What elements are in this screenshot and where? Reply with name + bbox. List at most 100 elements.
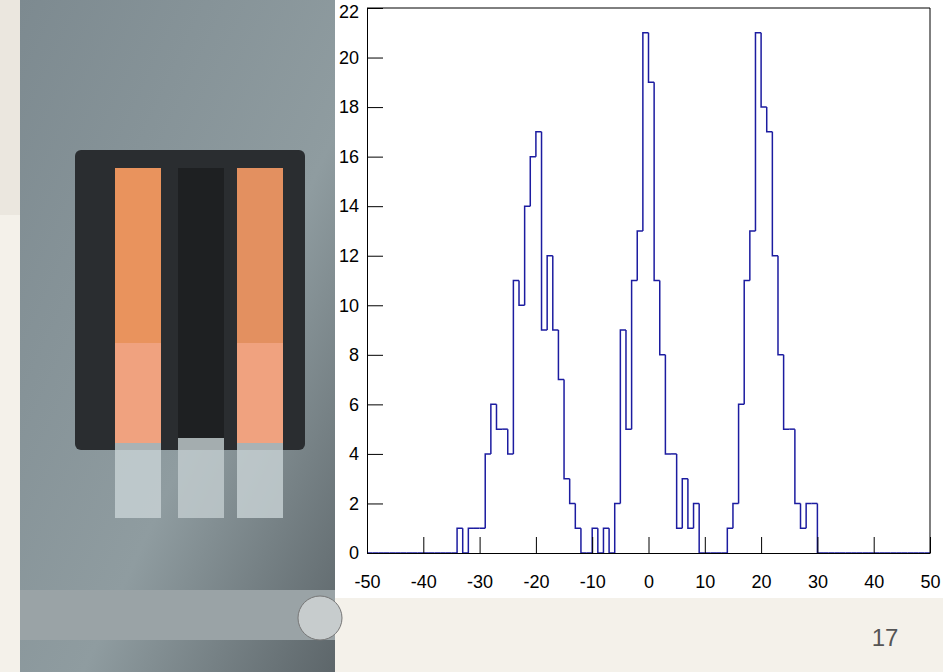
slide-background [0,0,943,672]
histogram-bin [508,429,514,454]
y-tick-mark [367,404,383,405]
histogram-bin [525,206,531,305]
y-tick-mark [367,256,383,257]
histogram-bin [710,552,716,553]
histogram-bin [558,330,564,380]
photo-rail [20,590,335,640]
photo-copper-bar [115,343,161,443]
histogram-bin [429,552,435,553]
histogram-bin [620,330,626,503]
y-tick: 6 [349,395,383,415]
histogram-bin [513,281,519,454]
bars [367,33,930,553]
histogram-bin [868,552,874,553]
histogram-bin [440,552,446,553]
histogram-bin [418,552,424,553]
y-tick-label: 22 [339,2,359,22]
slide: -50-40-30-20-100102030405002468101214161… [0,0,943,672]
histogram: -50-40-30-20-100102030405002468101214161… [339,2,941,592]
histogram-bin [660,281,666,355]
x-tick-mark [649,537,650,553]
histogram-bin [637,231,643,281]
histogram-bin [384,552,390,553]
histogram-bin [896,552,902,553]
histogram-bin [694,503,700,528]
y-tick-label: 2 [349,494,359,514]
histogram-bin [632,281,638,430]
y-tick-mark [367,206,383,207]
histogram-bin [682,479,688,529]
histogram-bin [716,552,722,553]
histogram-bin [862,552,868,553]
photo-light-guide [237,443,283,518]
histogram-bin [412,552,418,553]
histogram-bin [603,528,609,553]
photo-copper-bar [237,168,283,343]
x-tick: 10 [695,537,715,592]
x-tick-label: -30 [467,572,493,592]
histogram-bin [879,552,885,553]
photo-light-guide [115,443,161,518]
x-tick: -30 [467,537,493,592]
y-tick-label: 0 [349,543,359,563]
histogram-bin [401,552,407,553]
histogram-bin [542,132,548,330]
x-tick-mark [480,537,481,553]
histogram-bin [885,552,891,553]
histogram-bin [491,404,497,454]
y-tick-label: 12 [339,246,359,266]
histogram-bin [553,256,559,330]
photo-ground [20,0,335,672]
histogram-bin [581,528,587,553]
histogram-bin [817,503,823,553]
x-tick-mark [817,537,818,553]
histogram-bin [615,503,621,553]
frame-right [930,8,931,553]
histogram-bin [480,527,486,529]
x-tick-label: -40 [411,572,437,592]
histogram-bin [468,528,474,553]
y-tick-label: 6 [349,395,359,415]
histogram-bin [750,231,756,281]
y-axis-line [367,9,368,554]
y-tick-mark [367,157,383,158]
histogram-bin [733,503,739,528]
x-tick-mark [705,537,706,553]
histogram-bin [784,355,790,429]
histogram-bin [435,552,441,553]
histogram-bin [564,380,570,479]
histogram-bin [598,528,604,553]
histogram-bin [761,33,767,107]
histogram-bin [592,528,598,553]
histogram-bin [609,528,615,553]
histogram-bin [671,453,677,455]
y-tick-mark [367,58,383,59]
histogram-bin [801,503,807,528]
histogram-bin [772,132,778,256]
y-tick-label: 16 [339,147,359,167]
histogram-bin [485,454,491,528]
y-tick-label: 20 [339,48,359,68]
y-tick: 22 [339,2,383,22]
histogram-bin [643,33,649,231]
histogram-bin [846,552,852,553]
histogram-bin [378,552,384,553]
x-tick-label: 50 [920,572,940,592]
x-axis-line [368,553,931,554]
photo [20,0,342,672]
y-tick-mark [367,503,383,504]
x-tick-mark [423,537,424,553]
x-tick-label: 10 [695,572,715,592]
histogram-bin [789,428,795,430]
y-tick-label: 10 [339,296,359,316]
x-tick: -10 [580,537,606,592]
histogram-bin [626,330,632,429]
histogram-bin [536,132,542,157]
histogram-bin [727,528,733,553]
histogram-bin [463,528,469,553]
histogram-bin [806,503,812,528]
x-tick-mark [761,537,762,553]
histogram-bin [474,527,480,529]
histogram-bin [406,552,412,553]
x-tick: 0 [644,537,654,592]
